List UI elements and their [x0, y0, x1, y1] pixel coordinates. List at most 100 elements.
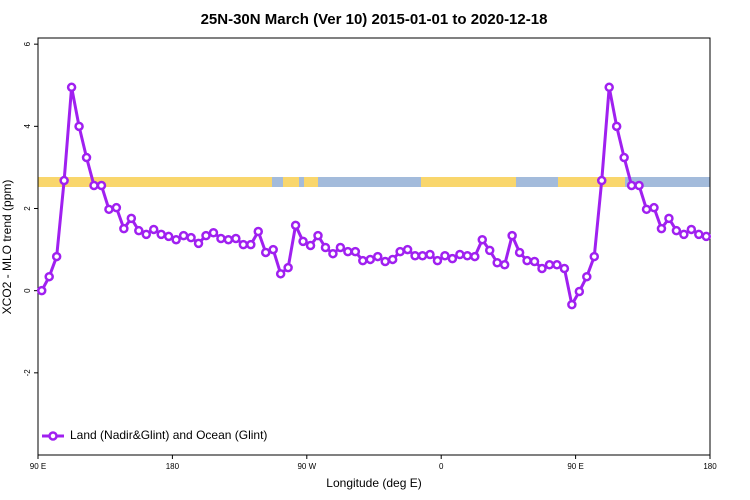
point: [671, 225, 682, 236]
point: [582, 271, 592, 282]
point: [36, 285, 47, 296]
point: [372, 251, 383, 262]
x-tick-label: 90 E: [567, 462, 583, 471]
y-tick-label: 4: [23, 124, 32, 129]
point: [664, 213, 674, 224]
point: [283, 262, 293, 273]
point: [208, 227, 219, 238]
point: [186, 232, 196, 243]
point: [641, 204, 652, 215]
point: [290, 220, 301, 231]
point: [51, 251, 62, 262]
point: [148, 224, 159, 235]
point: [455, 249, 465, 260]
point: [238, 239, 249, 250]
point: [417, 250, 428, 261]
point: [567, 299, 577, 310]
point: [634, 180, 644, 191]
point: [499, 260, 510, 270]
point: [596, 175, 607, 186]
point: [604, 82, 614, 93]
point: [223, 234, 234, 245]
point: [201, 230, 211, 241]
point: [574, 286, 585, 297]
y-tick-label: -2: [23, 369, 32, 377]
point: [694, 229, 704, 240]
y-axis-label: XCO2 - MLO trend (ppm): [0, 180, 14, 315]
point: [514, 247, 525, 258]
point: [275, 269, 286, 279]
x-tick-label: 180: [703, 462, 717, 471]
point: [111, 202, 122, 213]
y-tick-label: 0: [23, 288, 32, 293]
point: [231, 233, 241, 244]
point: [679, 229, 689, 240]
point: [410, 250, 420, 261]
point: [253, 226, 264, 237]
point: [425, 249, 435, 260]
y-tick-label: 6: [23, 41, 32, 46]
point: [163, 231, 174, 242]
x-tick-label: 90 E: [30, 462, 46, 471]
point: [402, 244, 413, 255]
point: [537, 263, 547, 274]
point: [529, 256, 540, 267]
point: [126, 213, 137, 224]
point: [611, 121, 622, 132]
point: [134, 225, 144, 236]
plot-frame: [37, 37, 711, 456]
point: [59, 175, 69, 186]
point: [350, 246, 361, 257]
point: [507, 230, 517, 241]
x-tick-label: 180: [166, 462, 180, 471]
x-axis-label: Longitude (deg E): [326, 476, 421, 490]
point: [462, 250, 473, 261]
point: [440, 250, 450, 261]
point: [81, 152, 92, 163]
point: [89, 180, 99, 191]
land-ocean-band: [38, 177, 710, 187]
point: [305, 240, 316, 251]
point: [343, 246, 353, 257]
point: [701, 231, 712, 242]
point: [171, 234, 181, 245]
point: [313, 230, 323, 241]
point: [626, 180, 637, 191]
point: [96, 180, 107, 191]
x-tick-label: 0: [439, 462, 444, 471]
chart-title: 25N-30N March (Ver 10) 2015-01-01 to 202…: [201, 11, 548, 28]
point: [298, 236, 308, 247]
point: [387, 254, 398, 265]
y-tick-label: 2: [23, 206, 32, 211]
point: [649, 202, 659, 213]
point: [119, 223, 129, 234]
legend-marker: [48, 431, 58, 441]
point: [656, 223, 667, 234]
point: [328, 248, 338, 259]
point: [484, 245, 495, 256]
point: [216, 233, 226, 244]
point: [178, 230, 189, 241]
point: [522, 255, 532, 266]
point: [104, 204, 114, 215]
point: [589, 251, 600, 262]
point: [44, 271, 54, 282]
point: [552, 260, 562, 270]
point: [193, 238, 204, 249]
legend-label: Land (Nadir&Glint) and Ocean (Glint): [70, 428, 267, 442]
point: [156, 229, 166, 240]
point: [470, 251, 480, 262]
point: [619, 152, 629, 163]
point: [492, 257, 502, 268]
point: [559, 263, 570, 274]
point: [395, 246, 405, 257]
point: [447, 253, 458, 264]
point: [246, 239, 256, 250]
point: [66, 82, 77, 93]
point: [477, 234, 488, 245]
point: [365, 254, 376, 265]
point: [380, 256, 390, 267]
point: [432, 255, 443, 266]
point: [686, 224, 697, 235]
